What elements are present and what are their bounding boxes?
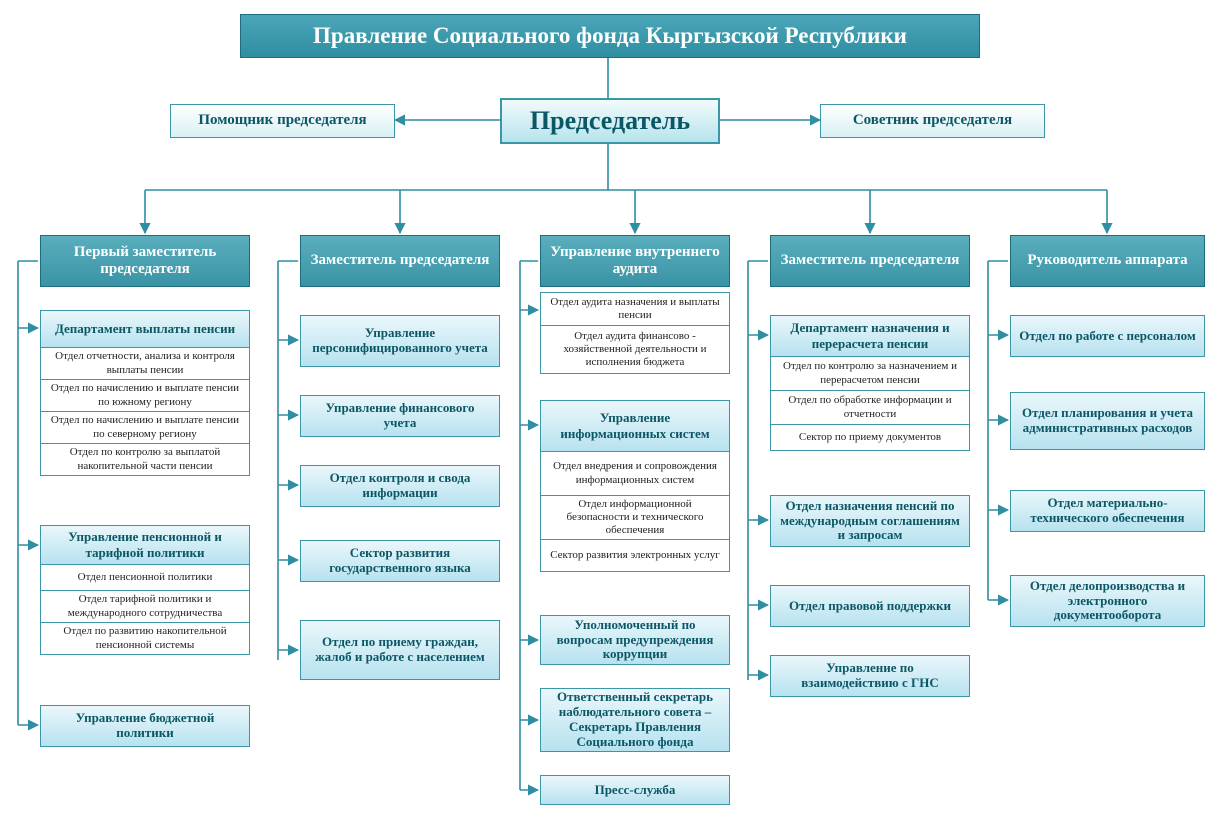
col1-g1-s2: Отдел по начислению и выплате пенсии по … bbox=[40, 380, 250, 412]
col3-g2-s2: Отдел информационной безопасности и техн… bbox=[540, 496, 730, 540]
col1-group1: Департамент выплаты пенсии Отдел отчетно… bbox=[40, 310, 250, 476]
col5-d3: Отдел материально-технического обеспечен… bbox=[1010, 490, 1205, 532]
col3-g2-s1: Отдел внедрения и сопровождения информац… bbox=[540, 452, 730, 496]
col1-g1-s4: Отдел по контролю за выплатой накопитель… bbox=[40, 444, 250, 476]
col2-d1: Управление персонифицированного учета bbox=[300, 315, 500, 367]
col3-d3: Пресс-служба bbox=[540, 775, 730, 805]
col1-g2-s1: Отдел пенсионной политики bbox=[40, 565, 250, 591]
col1-g1-s3: Отдел по начислению и выплате пенсии по … bbox=[40, 412, 250, 444]
tier2-col3: Управление внутреннего аудита bbox=[540, 235, 730, 287]
col1-d1: Управление бюджетной политики bbox=[40, 705, 250, 747]
col4-group1: Департамент назначения и перерасчета пен… bbox=[770, 315, 970, 451]
tier2-col5: Руководитель аппарата bbox=[1010, 235, 1205, 287]
tier2-col1: Первый заместитель председателя bbox=[40, 235, 250, 287]
col5-d1: Отдел по работе с персоналом bbox=[1010, 315, 1205, 357]
col3-g1-s2: Отдел аудита финансово - хозяйственной д… bbox=[540, 326, 730, 374]
col3-g2-s3: Сектор развития электронных услуг bbox=[540, 540, 730, 572]
col2-d4: Сектор развития государственного языка bbox=[300, 540, 500, 582]
col3-group1: Отдел аудита назначения и выплаты пенсии… bbox=[540, 292, 730, 374]
col4-d3: Управление по взаимодействию с ГНС bbox=[770, 655, 970, 697]
col4-d2: Отдел правовой поддержки bbox=[770, 585, 970, 627]
col3-group2: Управление информационных систем Отдел в… bbox=[540, 400, 730, 572]
col3-g2-head: Управление информационных систем bbox=[540, 400, 730, 452]
col1-g1-head: Департамент выплаты пенсии bbox=[40, 310, 250, 348]
col3-d1: Уполномоченный по вопросам предупреждени… bbox=[540, 615, 730, 665]
title-bar: Правление Социального фонда Кыргызской Р… bbox=[240, 14, 980, 58]
col1-g2-s2: Отдел тарифной политики и международного… bbox=[40, 591, 250, 623]
col5-d2: Отдел планирования и учета административ… bbox=[1010, 392, 1205, 450]
col4-d1: Отдел назначения пенсий по международным… bbox=[770, 495, 970, 547]
assistant-right-box: Советник председателя bbox=[820, 104, 1045, 138]
col2-d2: Управление финансового учета bbox=[300, 395, 500, 437]
col2-d5: Отдел по приему граждан, жалоб и работе … bbox=[300, 620, 500, 680]
col3-g1-s1: Отдел аудита назначения и выплаты пенсии bbox=[540, 292, 730, 326]
col4-g1-s3: Сектор по приему документов bbox=[770, 425, 970, 451]
col4-g1-s1: Отдел по контролю за назначением и перер… bbox=[770, 357, 970, 391]
tier2-col2: Заместитель председателя bbox=[300, 235, 500, 287]
col1-group2: Управление пенсионной и тарифной политик… bbox=[40, 525, 250, 655]
col1-g2-head: Управление пенсионной и тарифной политик… bbox=[40, 525, 250, 565]
col1-g1-s1: Отдел отчетности, анализа и контроля вып… bbox=[40, 348, 250, 380]
chairman-box: Председатель bbox=[500, 98, 720, 144]
col4-g1-head: Департамент назначения и перерасчета пен… bbox=[770, 315, 970, 357]
col3-d2: Ответственный секретарь наблюдательного … bbox=[540, 688, 730, 752]
col1-g2-s3: Отдел по развитию накопительной пенсионн… bbox=[40, 623, 250, 655]
tier2-col4: Заместитель председателя bbox=[770, 235, 970, 287]
col5-d4: Отдел делопроизводства и электронного до… bbox=[1010, 575, 1205, 627]
col2-d3: Отдел контроля и свода информации bbox=[300, 465, 500, 507]
col4-g1-s2: Отдел по обработке информации и отчетнос… bbox=[770, 391, 970, 425]
assistant-left-box: Помощник председателя bbox=[170, 104, 395, 138]
